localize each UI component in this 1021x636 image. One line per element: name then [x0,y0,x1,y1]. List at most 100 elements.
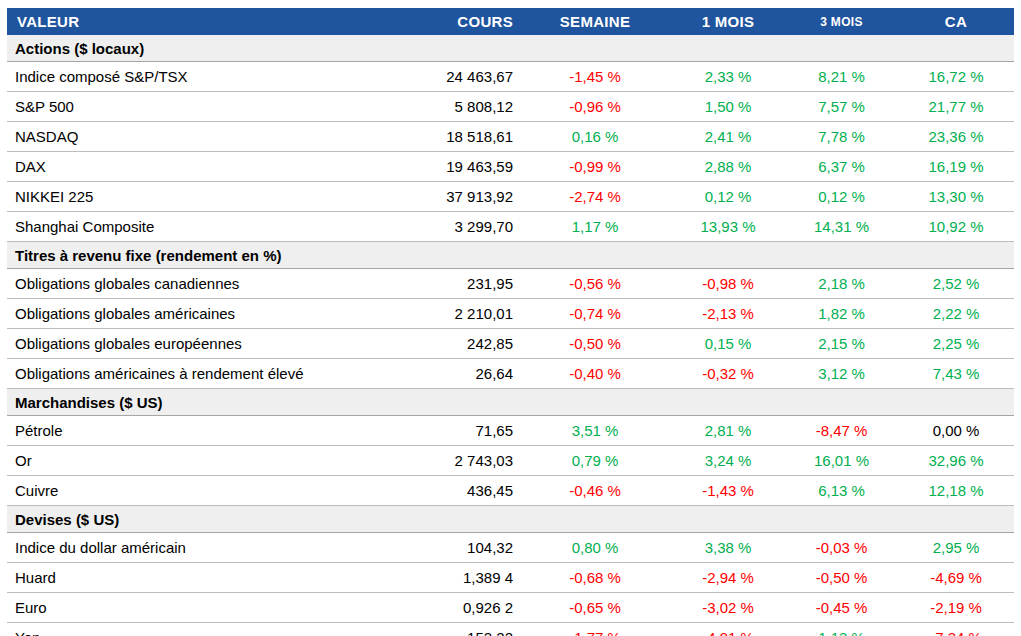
change-value-ca: -7,34 % [898,623,1014,636]
row-label: NASDAQ [7,122,427,152]
change-value-3-mois: -0,50 % [785,563,898,593]
change-value-3-mois: 1,82 % [785,299,898,329]
change-value-semaine: 0,79 % [519,446,671,476]
column-header-3-mois: 3 MOIS [785,8,898,35]
change-value-ca: 7,43 % [898,359,1014,389]
change-value-semaine: 3,51 % [519,416,671,446]
cours-value: 3 299,70 [427,212,519,242]
change-value-ca: 16,19 % [898,152,1014,182]
row-label: Indice composé S&P/TSX [7,62,427,92]
column-header-cours: COURS [427,8,519,35]
change-value-3-mois: 8,21 % [785,62,898,92]
cours-value: 24 463,67 [427,62,519,92]
table-row: Or2 743,030,79 %3,24 %16,01 %32,96 % [7,446,1014,476]
cours-value: 2 210,01 [427,299,519,329]
change-value-1-mois: 1,50 % [671,92,785,122]
table-row: NIKKEI 22537 913,92-2,74 %0,12 %0,12 %13… [7,182,1014,212]
cours-value: 5 808,12 [427,92,519,122]
column-header-valeur: VALEUR [7,8,427,35]
change-value-3-mois: 14,31 % [785,212,898,242]
change-value-semaine: -0,46 % [519,476,671,506]
cours-value: 1,389 4 [427,563,519,593]
change-value-3-mois: -0,45 % [785,593,898,623]
change-value-ca: -4,69 % [898,563,1014,593]
change-value-semaine: -0,65 % [519,593,671,623]
change-value-semaine: -0,99 % [519,152,671,182]
row-label: Euro [7,593,427,623]
change-value-ca: 2,52 % [898,269,1014,299]
table-row: Obligations globales canadiennes231,95-0… [7,269,1014,299]
section-row: Actions ($ locaux) [7,35,1014,62]
change-value-3-mois: 1,13 % [785,623,898,636]
cours-value: 19 463,59 [427,152,519,182]
change-value-ca: 16,72 % [898,62,1014,92]
change-value-ca: 13,30 % [898,182,1014,212]
change-value-3-mois: 7,78 % [785,122,898,152]
cours-value: 436,45 [427,476,519,506]
change-value-1-mois: 13,93 % [671,212,785,242]
column-header-semaine: SEMAINE [519,8,671,35]
row-label: DAX [7,152,427,182]
section-title: Actions ($ locaux) [7,35,1014,62]
table-row: DAX19 463,59-0,99 %2,88 %6,37 %16,19 % [7,152,1014,182]
table-row: Indice du dollar américain104,320,80 %3,… [7,533,1014,563]
change-value-semaine: 1,17 % [519,212,671,242]
change-value-semaine: -2,74 % [519,182,671,212]
column-header-1-mois: 1 MOIS [671,8,785,35]
row-label: Shanghai Composite [7,212,427,242]
change-value-1-mois: -0,32 % [671,359,785,389]
change-value-semaine: -0,40 % [519,359,671,389]
change-value-semaine: -0,96 % [519,92,671,122]
change-value-3-mois: -0,03 % [785,533,898,563]
table-row: Cuivre436,45-0,46 %-1,43 %6,13 %12,18 % [7,476,1014,506]
change-value-semaine: -1,45 % [519,62,671,92]
change-value-3-mois: 0,12 % [785,182,898,212]
market-performance-table: VALEURCOURSSEMAINE1 MOIS3 MOISCA Actions… [7,8,1014,636]
cours-value: 37 913,92 [427,182,519,212]
change-value-1-mois: -4,91 % [671,623,785,636]
change-value-3-mois: -8,47 % [785,416,898,446]
table-header: VALEURCOURSSEMAINE1 MOIS3 MOISCA [7,8,1014,35]
table-row: Huard1,389 4-0,68 %-2,94 %-0,50 %-4,69 % [7,563,1014,593]
section-row: Marchandises ($ US) [7,389,1014,416]
change-value-3-mois: 2,18 % [785,269,898,299]
cours-value: 104,32 [427,533,519,563]
table-row: Obligations américaines à rendement élev… [7,359,1014,389]
table-row: Shanghai Composite3 299,701,17 %13,93 %1… [7,212,1014,242]
row-label: Obligations américaines à rendement élev… [7,359,427,389]
change-value-ca: -2,19 % [898,593,1014,623]
row-label: S&P 500 [7,92,427,122]
row-label: NIKKEI 225 [7,182,427,212]
change-value-semaine: -0,50 % [519,329,671,359]
section-title: Titres à revenu fixe (rendement en %) [7,242,1014,269]
change-value-1-mois: 0,12 % [671,182,785,212]
change-value-ca: 21,77 % [898,92,1014,122]
cours-value: 231,95 [427,269,519,299]
change-value-1-mois: 2,41 % [671,122,785,152]
change-value-semaine: -0,74 % [519,299,671,329]
row-label: Obligations globales canadiennes [7,269,427,299]
change-value-ca: 23,36 % [898,122,1014,152]
change-value-semaine: -1,77 % [519,623,671,636]
change-value-semaine: 0,80 % [519,533,671,563]
cours-value: 71,65 [427,416,519,446]
table-row: Obligations globales européennes242,85-0… [7,329,1014,359]
change-value-1-mois: -2,94 % [671,563,785,593]
change-value-1-mois: 2,81 % [671,416,785,446]
row-label: Yen [7,623,427,636]
change-value-3-mois: 6,37 % [785,152,898,182]
section-title: Marchandises ($ US) [7,389,1014,416]
change-value-1-mois: -2,13 % [671,299,785,329]
section-row: Devises ($ US) [7,506,1014,533]
table-body: Actions ($ locaux)Indice composé S&P/TSX… [7,35,1014,636]
change-value-1-mois: -1,43 % [671,476,785,506]
change-value-semaine: -0,56 % [519,269,671,299]
page: VALEURCOURSSEMAINE1 MOIS3 MOISCA Actions… [0,0,1021,636]
table-row: Obligations globales américaines2 210,01… [7,299,1014,329]
cours-value: 26,64 [427,359,519,389]
row-label: Obligations globales américaines [7,299,427,329]
table-row: NASDAQ18 518,610,16 %2,41 %7,78 %23,36 % [7,122,1014,152]
section-row: Titres à revenu fixe (rendement en %) [7,242,1014,269]
row-label: Pétrole [7,416,427,446]
change-value-1-mois: 2,88 % [671,152,785,182]
